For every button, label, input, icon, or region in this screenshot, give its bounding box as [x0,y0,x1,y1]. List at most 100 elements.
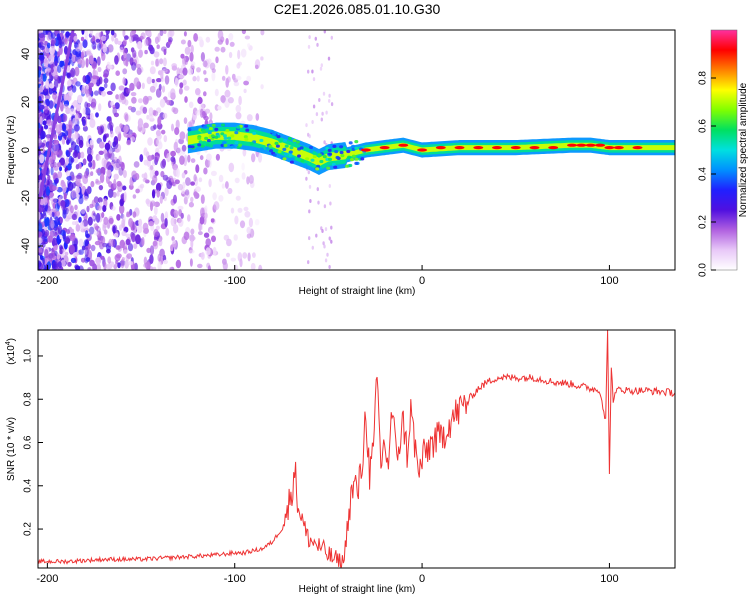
spectrogram-noise-cell [159,30,164,37]
spectrogram-noise-cell [328,93,331,98]
spectrogram-noise-cell [226,252,230,258]
spectrogram-noise-cell [144,49,148,55]
spectrogram-noise-cell [78,163,82,169]
spectrogram-noise-cell [126,139,131,146]
spectrogram-ridge-peak [379,146,390,150]
spectrogram-noise-cell [74,204,78,211]
spectrogram-noise-cell [178,87,183,95]
spectrogram-noise-cell [214,46,220,52]
spectrogram-noise-cell [91,41,97,50]
spectrogram-noise-cell [210,170,217,177]
spectrogram-noise-cell [89,139,94,146]
spectrogram-noise-cell [328,265,331,269]
spectrogram-noise-cell [59,217,63,224]
spectrogram-noise-cell [170,156,176,163]
spectrogram-noise-cell [225,65,229,75]
spectrogram-noise-cell [226,238,232,247]
spectrogram-noise-cell [244,211,251,218]
spectrogram-noise-cell [38,239,42,246]
spectrogram-noise-cell [122,47,128,56]
spectrogram-noise-cell [146,76,152,85]
spectrogram-noise-cell [148,114,154,120]
spectrogram-noise-cell [105,133,109,138]
spectrogram-ridge-peak [567,143,577,147]
spectrogram-ridge-blob [214,127,219,131]
spectrogram-ridge-blob [360,157,365,161]
spectrogram-noise-cell [148,221,155,227]
spectrogram-noise-cell [97,205,102,211]
spectrogram-noise-cell [154,170,159,176]
spectrogram-noise-cell [140,32,146,40]
spectrogram-ridge-blob [249,141,254,145]
spectrogram-ridge-blob [299,146,304,150]
spectrogram-ridge-blob [207,131,212,135]
spectrogram-noise-cell [317,200,320,205]
spectrogram-noise-cell [72,151,78,159]
spectrogram-noise-cell [39,74,43,83]
spectrogram-noise-cell [97,66,102,73]
spectrogram-ridge-blob [270,130,275,134]
spectrogram-noise-cell [78,135,84,146]
spectrogram-noise-cell [163,135,168,143]
spectrogram-noise-cell [56,253,61,260]
spectrogram-noise-cell [183,231,190,241]
spectrogram-noise-cell [250,262,256,270]
spectrogram-ridge-peak [595,143,606,147]
spectrogram-noise-cell [131,96,137,104]
spectrogram-noise-cell [173,209,179,219]
spectrogram-noise-cell [68,119,73,128]
spectrogram-noise-cell [236,62,241,69]
spectrogram-noise-cell [53,66,58,71]
spectrogram-ridge-peak [454,146,465,150]
spectrogram-noise-cell [78,238,84,248]
spectrogram-ridge-blob [295,140,300,144]
spectrogram-noise-cell [235,112,242,120]
spectrogram-noise-cell [67,182,74,192]
spectrogram-noise-cell [142,106,148,114]
spectrogram-noise-cell [190,196,194,203]
spectrogram-streak-line [38,30,75,215]
spectrogram-noise-cell [110,30,115,36]
snr-x-tick-label: 0 [419,573,425,585]
spectrogram-ridge-blob [275,144,280,148]
spectrogram-noise-cell [164,217,168,228]
spectrogram-noise-cell [71,221,76,226]
spectrogram-noise-cell [220,46,226,53]
spectrogram-noise-cell [107,188,114,198]
spectrogram-noise-cell [233,81,240,87]
spectrogram-noise-cell [210,218,215,223]
colorbar-tick-label: 0.2 [698,215,709,229]
spectrogram-ridge-blob [351,154,356,158]
spectrogram-noise-cell [169,30,175,37]
spectrogram-noise-cell [325,110,328,115]
spectrogram-ridge-blob [326,166,331,170]
spectrogram-noise-cell [75,164,80,170]
spectrogram-noise-cell [196,67,201,73]
spectrogram-noise-cell [38,260,42,268]
spectrogram-noise-cell [74,131,79,140]
spectrogram-noise-cell [88,55,94,65]
spectrogram-noise-cell [81,84,86,95]
spectrogram-noise-cell [38,168,41,176]
spectrogram-noise-cell [85,85,90,90]
spectrogram-noise-cell [87,146,92,156]
spectrogram-noise-cell [45,186,51,197]
spectrogram-noise-cell [146,114,150,120]
spectrogram-noise-cell [164,187,169,197]
spectrogram-noise-cell [69,108,76,116]
spectrogram-noise-cell [139,154,144,163]
spectrogram-ridge-blob [328,152,333,156]
spectrogram-noise-cell [157,116,162,126]
spectrogram-ridge-blob [347,155,352,159]
spectrogram-noise-cell [42,30,49,35]
spectrogram-noise-cell [243,88,247,94]
spectrogram-noise-cell [74,66,80,77]
spectrogram-noise-cell [100,125,105,134]
spectrogram-noise-cell [179,82,184,89]
spectrogram-ridge-blob [322,155,327,159]
spectrogram-noise-cell [179,131,186,140]
spectrogram-noise-cell [153,228,159,238]
spectrogram-noise-cell [93,90,99,96]
spectrogram-noise-cell [101,157,106,167]
spectrogram-noise-cell [209,228,215,234]
